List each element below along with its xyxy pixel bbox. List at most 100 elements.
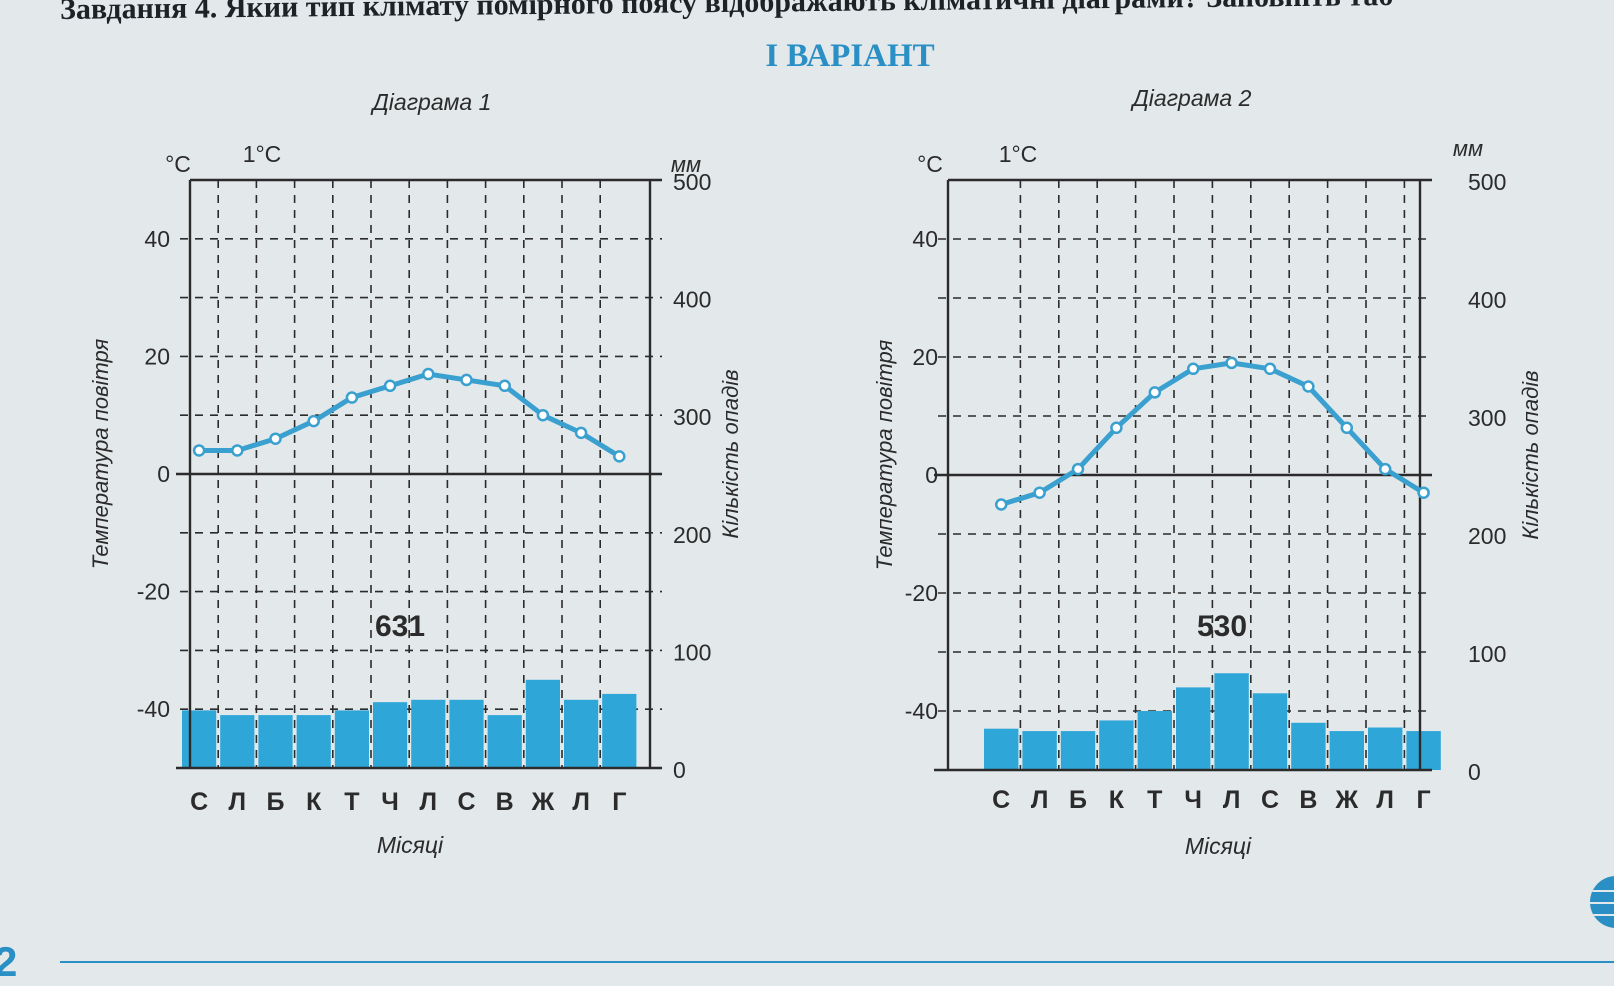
temperature-point (1417, 486, 1430, 499)
temperature-point (1110, 421, 1123, 435)
temperature-point (994, 498, 1008, 511)
precip-bar (487, 715, 522, 768)
precip-tick-label: 300 (673, 404, 711, 430)
temperature-point (307, 414, 320, 428)
precip-bar (1329, 731, 1364, 770)
page-number: 2 (0, 938, 18, 985)
precip-bar (373, 702, 408, 768)
temp-unit-label: °C (917, 151, 943, 177)
temperature-point (1186, 362, 1200, 376)
temp-scale-note: 1°C (243, 141, 282, 167)
month-label: С (1261, 786, 1279, 814)
precip-bar (220, 715, 255, 768)
month-label: Ч (1184, 786, 1202, 814)
precip-bar (1022, 731, 1057, 770)
temperature-point (1148, 386, 1162, 399)
month-label: Ж (531, 788, 555, 816)
precip-bar (1060, 731, 1096, 770)
precip-bar (1176, 687, 1211, 770)
variant-title: І ВАРІАНТ (765, 38, 935, 74)
month-label: Г (612, 788, 626, 816)
temperature-point (613, 450, 626, 463)
diagram-title: Діаграма 1 (370, 89, 492, 115)
annual-precipitation: 530 (1197, 610, 1247, 643)
month-label: В (1299, 786, 1317, 814)
ylabel-precipitation: Кількість опадів (1518, 370, 1543, 539)
month-label: Л (420, 788, 438, 816)
temperature-point (192, 444, 206, 457)
month-label: В (496, 788, 514, 816)
temperature-point (269, 432, 282, 445)
precip-bar (1252, 693, 1288, 770)
temperature-point (574, 426, 588, 440)
month-label: Ж (1334, 786, 1358, 814)
temperature-point (1033, 486, 1046, 499)
temp-tick-label: -20 (137, 579, 170, 605)
precip-bar (1099, 720, 1134, 770)
precip-bar (258, 715, 293, 768)
temp-tick-label: -40 (137, 696, 170, 722)
month-label: Л (572, 788, 590, 816)
temperature-point (1225, 356, 1238, 370)
precip-bar (182, 710, 217, 768)
precip-bar (334, 710, 369, 768)
month-label: Б (267, 788, 285, 816)
temperature-point (231, 444, 244, 457)
precip-tick-label: 100 (1468, 641, 1506, 667)
diagram-title: Діаграма 2 (1130, 85, 1252, 111)
temperature-point (345, 391, 359, 404)
annual-precipitation: 631 (375, 610, 425, 643)
precip-tick-label: 500 (673, 169, 711, 195)
temperature-point (422, 367, 435, 381)
precip-unit-label: мм (1453, 136, 1483, 161)
precip-tick-label: 0 (673, 757, 686, 783)
temp-tick-label: 20 (144, 343, 170, 369)
ylabel-temperature: Температура повітря (88, 338, 113, 569)
month-label: Л (1223, 786, 1241, 814)
precip-tick-label: 400 (1468, 287, 1506, 313)
temperature-point (498, 379, 511, 393)
temperature-point (460, 373, 473, 387)
temperature-line (1000, 360, 1425, 507)
temp-tick-label: -20 (905, 580, 938, 606)
precip-bar (411, 699, 446, 768)
xlabel-months: Місяці (1185, 833, 1252, 859)
temp-tick-label: 0 (925, 462, 938, 488)
temp-tick-label: -40 (905, 698, 938, 724)
precip-bar (1291, 722, 1326, 770)
precip-bar (564, 699, 599, 768)
precip-bar (1406, 731, 1441, 770)
month-label: Л (229, 788, 247, 816)
temp-tick-label: 0 (157, 461, 170, 487)
footer-rule (60, 961, 1614, 963)
month-label: Б (1069, 786, 1087, 814)
precip-bar (296, 715, 331, 768)
precip-bar (449, 699, 484, 768)
precip-tick-label: 300 (1468, 405, 1506, 431)
temperature-point (536, 408, 550, 422)
temperature-point (1302, 380, 1315, 393)
temperature-point (1340, 421, 1354, 435)
temp-tick-label: 40 (144, 226, 170, 252)
month-label: Т (1147, 786, 1162, 814)
month-label: Г (1417, 786, 1431, 814)
temperature-line (199, 371, 621, 459)
temp-scale-note: 1°C (999, 141, 1038, 167)
precip-tick-label: 100 (673, 639, 711, 665)
precip-bar (1214, 673, 1249, 770)
temperature-point (1071, 462, 1085, 476)
precip-tick-label: 200 (1468, 523, 1506, 549)
precip-tick-label: 200 (673, 522, 711, 548)
precip-tick-label: 400 (673, 287, 711, 313)
temp-tick-label: 40 (912, 226, 938, 252)
precip-bar (1368, 727, 1403, 770)
ylabel-temperature: Температура повітря (872, 339, 897, 570)
xlabel-months: Місяці (377, 832, 444, 858)
ylabel-precipitation: Кількість опадів (718, 369, 743, 538)
month-label: С (457, 788, 475, 816)
temp-unit-label: °C (165, 151, 191, 177)
month-label: Л (1031, 786, 1049, 814)
temperature-point (383, 379, 397, 393)
